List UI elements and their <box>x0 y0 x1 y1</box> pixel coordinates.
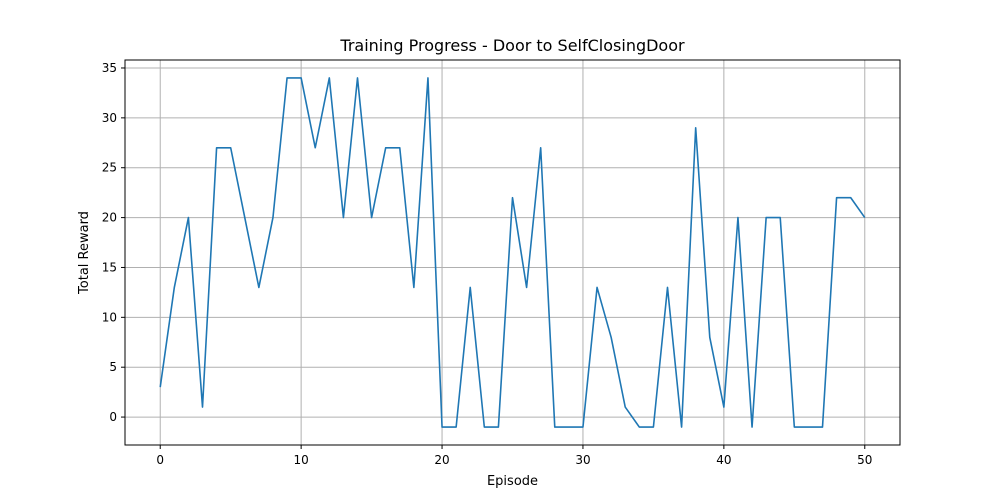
y-axis-label: Total Reward <box>77 211 92 295</box>
x-tick-label: 30 <box>575 453 590 467</box>
y-tick-label: 0 <box>109 410 117 424</box>
y-tick-label: 30 <box>102 111 117 125</box>
axis-ticks: 0 10 20 30 40 50 0 5 10 15 20 25 30 35 <box>102 61 873 467</box>
x-tick-label: 20 <box>434 453 449 467</box>
chart-title: Training Progress - Door to SelfClosingD… <box>339 36 685 55</box>
y-tick-label: 5 <box>109 360 117 374</box>
y-tick-label: 35 <box>102 61 117 75</box>
y-tick-label: 25 <box>102 161 117 175</box>
plot-frame <box>124 59 901 446</box>
x-tick-label: 10 <box>293 453 308 467</box>
x-tick-label: 40 <box>716 453 731 467</box>
series-line-group <box>159 77 866 428</box>
x-tick-label: 0 <box>156 453 164 467</box>
y-tick-label: 20 <box>102 211 117 225</box>
y-tick-label: 15 <box>102 260 117 274</box>
grid-lines <box>125 60 900 445</box>
series-line <box>159 77 866 428</box>
x-axis-label: Episode <box>487 474 538 489</box>
x-tick-label: 50 <box>857 453 872 467</box>
y-tick-label: 10 <box>102 310 117 324</box>
